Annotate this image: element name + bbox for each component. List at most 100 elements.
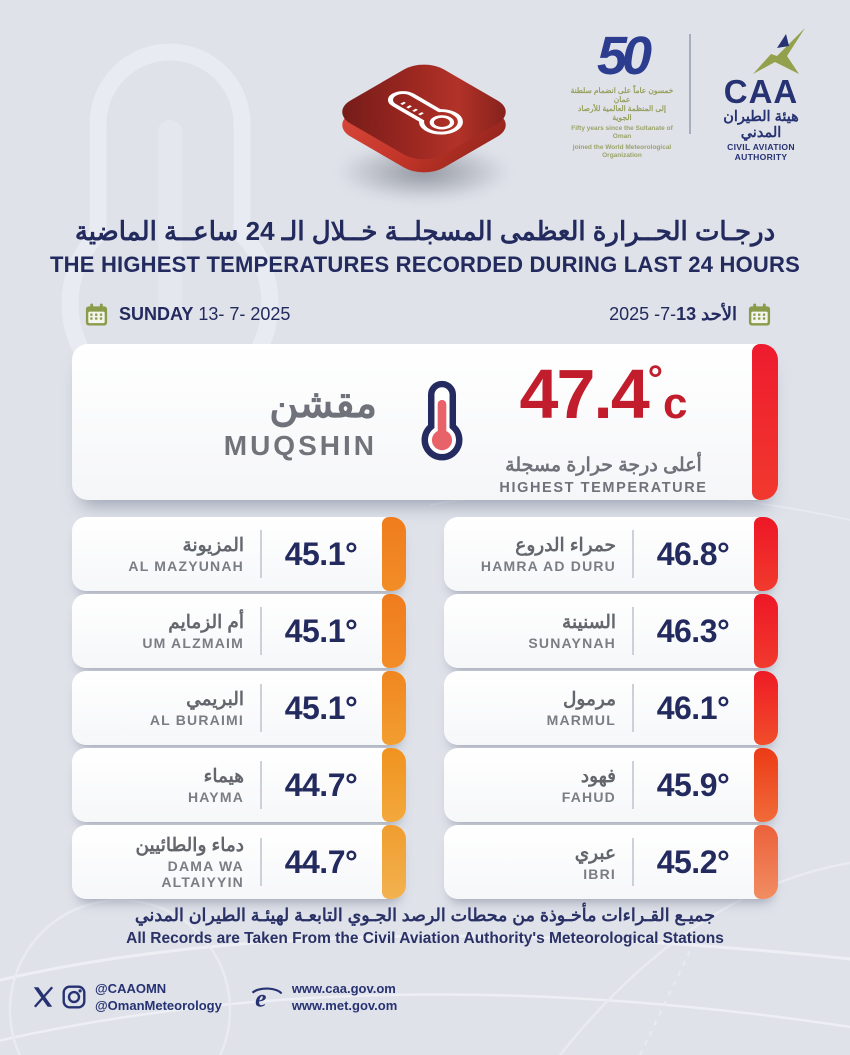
- station-temperature: 45.2°: [656, 843, 730, 880]
- station-card: دماء والطائيين DAMA WA ALTAIYYIN 44.7°: [72, 825, 406, 899]
- station-name-english: AL MAZYUNAH: [128, 558, 244, 574]
- station-name-english: AL BURAIMI: [149, 712, 244, 728]
- calendar-icon: [85, 302, 108, 326]
- station-temperature: 46.8°: [656, 535, 730, 572]
- temp-strip: [382, 825, 406, 899]
- fifty-tagline-arabic: خمسون عاماً على انضمام سلطنة عمان: [570, 86, 674, 104]
- divider: [260, 530, 262, 578]
- caa-bird-icon: [753, 28, 805, 74]
- instagram-icon[interactable]: [61, 984, 87, 1010]
- station-card: أم الزمايم UM ALZMAIM 45.1°: [72, 594, 406, 668]
- temp-strip: [754, 671, 778, 745]
- divider: [260, 838, 262, 886]
- station-name-arabic: هيماء: [203, 765, 244, 786]
- website-caa[interactable]: www.caa.gov.om: [291, 981, 396, 996]
- caa-name-arabic: هيئة الطيران المدني: [723, 109, 799, 141]
- station-name-arabic: أم الزمايم: [168, 611, 244, 632]
- fifty-tagline-english: Fifty years since the Sultanate of Oman: [571, 125, 673, 140]
- date-value-english: 13- 7- 2025: [198, 303, 291, 324]
- highlight-name-english: MUQSHIN: [223, 430, 377, 461]
- footnote-english: All Records are Taken From the Civil Avi…: [126, 930, 724, 947]
- divider: [632, 607, 634, 655]
- social-handles-group: @CAAOMN @OmanMeteorology: [30, 980, 222, 1014]
- station-card: السنينة SUNAYNAH 46.3°: [444, 594, 778, 668]
- station-name-english: DAMA WA ALTAIYYIN: [161, 858, 244, 890]
- temp-strip: [754, 825, 778, 899]
- stations-column-left: المزيونة AL MAZYUNAH 45.1° أم الزمايم UM…: [72, 517, 406, 899]
- divider: [632, 530, 634, 578]
- station-card: هيماء HAYMA 44.7°: [72, 748, 406, 822]
- station-name-english: MARMUL: [546, 712, 616, 728]
- station-name-english: IBRI: [583, 866, 616, 882]
- fifty-tagline-english: joined the World Meteorological Organiza…: [572, 144, 672, 159]
- svg-text:e: e: [255, 983, 266, 1012]
- highlight-station-names: مقشن MUQSHIN: [72, 382, 377, 462]
- page-title-english: THE HIGHEST TEMPERATURES RECORDED DURING…: [50, 252, 800, 277]
- temp-strip: [382, 517, 406, 591]
- fifty-years-logo: 50 خمسون عاماً على انضمام سلطنة عمان إلى…: [570, 26, 674, 160]
- date-value-arabic: 2025 -7-: [609, 303, 677, 324]
- date-english: SUNDAY 13- 7- 2025: [84, 302, 290, 327]
- station-card: عبري IBRI 45.2°: [444, 825, 778, 899]
- station-name-english: HAMRA AD DURU: [480, 558, 616, 574]
- date-row: SUNDAY 13- 7- 2025 2025 -7-13 الأحد: [72, 297, 778, 331]
- station-temperature: 45.9°: [656, 766, 730, 803]
- browser-e-icon: e: [251, 983, 283, 1012]
- temp-strip: [382, 594, 406, 668]
- station-temperature: 46.1°: [656, 689, 730, 726]
- date-arabic: 2025 -7-13 الأحد: [609, 302, 772, 327]
- highlight-temperature-block: 47.4°c أعلى درجة حرارة مسجلة HIGHEST TEM…: [475, 348, 732, 496]
- caa-name-english: CIVIL AVIATION AUTHORITY: [727, 142, 795, 162]
- divider: [260, 607, 262, 655]
- station-name-arabic: عبري: [574, 842, 616, 863]
- station-name-arabic: فهود: [580, 765, 616, 786]
- weekday-english: SUNDAY: [119, 303, 194, 324]
- temp-strip: [754, 748, 778, 822]
- websites-group: e www.caa.gov.om www.met.gov.om: [250, 980, 397, 1014]
- station-card: مرمول MARMUL 46.1°: [444, 671, 778, 745]
- temp-strip: [754, 517, 778, 591]
- temp-strip: [382, 671, 406, 745]
- footnote-arabic: جميـع القـراءات مأخـوذة من محطات الرصد ا…: [134, 905, 716, 925]
- social-handle-meteorology[interactable]: @OmanMeteorology: [95, 998, 222, 1013]
- caa-logo: CAA هيئة الطيران المدني CIVIL AVIATION A…: [706, 26, 816, 162]
- station-card: حمراء الدروع HAMRA AD DURU 46.8°: [444, 517, 778, 591]
- highlight-subtitle-english: HIGHEST TEMPERATURE: [499, 480, 708, 496]
- station-name-arabic: حمراء الدروع: [515, 534, 616, 555]
- divider: [632, 684, 634, 732]
- x-twitter-icon[interactable]: [30, 984, 56, 1010]
- temp-strip: [752, 344, 778, 500]
- stations-grid: المزيونة AL MAZYUNAH 45.1° أم الزمايم UM…: [72, 517, 778, 899]
- station-temperature: 46.3°: [656, 612, 730, 649]
- thermometer-icon: [419, 376, 465, 469]
- date-daynum-arabic: 13: [676, 303, 697, 324]
- website-met[interactable]: www.met.gov.om: [291, 998, 398, 1013]
- page-title-arabic: درجـات الحــرارة العظمى المسجلــة خــلال…: [74, 216, 776, 246]
- station-card: البريمي AL BURAIMI 45.1°: [72, 671, 406, 745]
- station-temperature: 45.1°: [284, 612, 358, 649]
- station-name-arabic: دماء والطائيين: [135, 834, 244, 855]
- station-name-english: SUNAYNAH: [528, 635, 616, 651]
- fifty-tagline-arabic: إلى المنظمة العالمية للأرصاد الجوية: [578, 104, 666, 122]
- station-name-english: HAYMA: [187, 789, 244, 805]
- social-row: @CAAOMN @OmanMeteorology e www.caa.gov.o…: [30, 980, 397, 1014]
- station-name-arabic: المزيونة: [182, 534, 244, 555]
- calendar-icon: [748, 302, 771, 326]
- highlight-temperature: 47.4°c: [519, 355, 688, 433]
- station-card: فهود FAHUD 45.9°: [444, 748, 778, 822]
- divider: [632, 838, 634, 886]
- caa-acronym: CAA: [723, 73, 799, 110]
- social-handle-caa[interactable]: @CAAOMN: [95, 981, 167, 996]
- highlight-name-arabic: مقشن: [269, 382, 377, 426]
- station-name-arabic: مرمول: [562, 688, 616, 709]
- station-temperature: 44.7°: [284, 766, 358, 803]
- fifty-number: 50: [596, 26, 652, 86]
- station-temperature: 44.7°: [284, 843, 358, 880]
- divider: [260, 684, 262, 732]
- station-temperature: 45.1°: [284, 689, 358, 726]
- highlight-subtitle-arabic: أعلى درجة حرارة مسجلة: [505, 455, 702, 476]
- station-temperature: 45.1°: [284, 535, 358, 572]
- temp-strip: [382, 748, 406, 822]
- divider: [260, 761, 262, 809]
